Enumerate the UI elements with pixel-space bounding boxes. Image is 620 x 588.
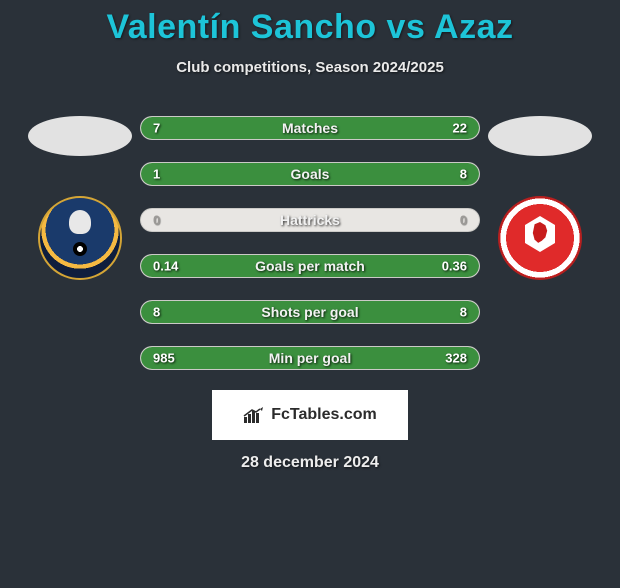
stat-fill-left bbox=[141, 301, 310, 323]
page-title: Valentín Sancho vs Azaz bbox=[0, 8, 620, 47]
comparison-panel: 722Matches 18Goals 0 0Hattricks 0.140.36Goal… bbox=[0, 116, 620, 370]
stat-row: 0 0Hattricks bbox=[140, 208, 480, 232]
player-right-photo-placeholder bbox=[488, 116, 592, 156]
brand-chart-icon bbox=[243, 406, 265, 424]
stat-fill-left bbox=[141, 255, 236, 277]
stat-value-left: 0 bbox=[153, 213, 160, 228]
team-right-logo bbox=[498, 196, 582, 280]
stat-row: 985328Min per goal bbox=[140, 346, 480, 370]
stat-row: 88Shots per goal bbox=[140, 300, 480, 324]
stat-label: Hattricks bbox=[141, 212, 479, 228]
player-left-photo-placeholder bbox=[28, 116, 132, 156]
brand-text: FcTables.com bbox=[271, 406, 377, 424]
player-left-column bbox=[20, 116, 140, 370]
stat-fill-right bbox=[395, 347, 480, 369]
stat-fill-right bbox=[310, 301, 479, 323]
stat-fill-left bbox=[141, 347, 395, 369]
stat-bars: 722Matches 18Goals 0 0Hattricks 0.140.36Goal… bbox=[140, 116, 480, 370]
brand-badge[interactable]: FcTables.com bbox=[212, 390, 408, 440]
stat-fill-right bbox=[202, 117, 479, 139]
stat-fill-right bbox=[178, 163, 479, 185]
page-subtitle: Club competitions, Season 2024/2025 bbox=[0, 59, 620, 76]
stat-row: 0.140.36Goals per match bbox=[140, 254, 480, 278]
team-left-logo bbox=[38, 196, 122, 280]
stat-fill-right bbox=[236, 255, 479, 277]
stat-fill-left bbox=[141, 117, 202, 139]
stat-value-right: 0 bbox=[460, 213, 467, 228]
snapshot-date: 28 december 2024 bbox=[0, 454, 620, 472]
stat-row: 722Matches bbox=[140, 116, 480, 140]
stat-row: 18Goals bbox=[140, 162, 480, 186]
player-right-column bbox=[480, 116, 600, 370]
stat-fill-left bbox=[141, 163, 178, 185]
